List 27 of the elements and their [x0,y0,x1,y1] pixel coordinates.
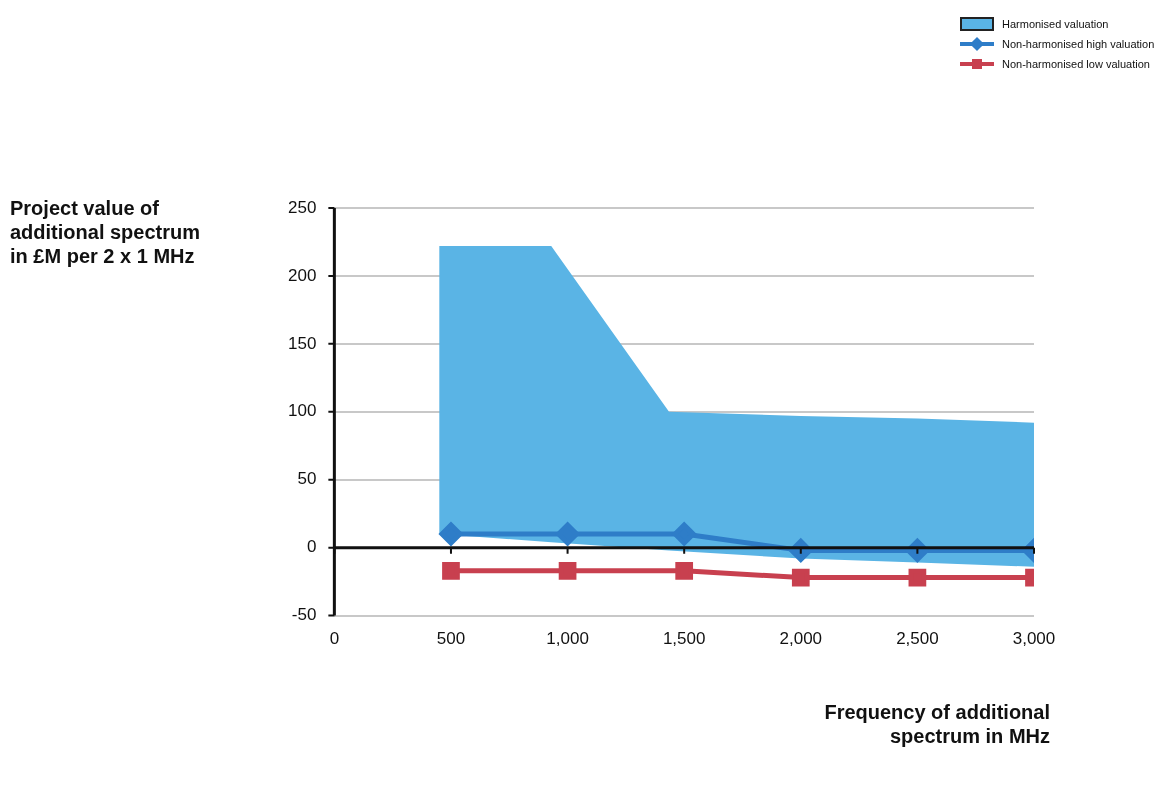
point [908,568,927,587]
y-tick-label: -50 [291,605,317,625]
legend-label: Non-harmonised low valuation [1002,58,1150,70]
point [675,561,694,580]
x-tick-label: 500 [436,629,466,649]
point [672,522,696,546]
x-tick-label: 2,500 [896,629,939,649]
point [791,568,810,587]
y-axis-title: Project value of additional spectrum in £M per 2 x 1 MHz [10,196,201,268]
legend-label: Non-harmonised high valuation [1002,38,1155,50]
x-tick-label: 0 [329,629,340,649]
y-tick-label: 200 [287,265,317,285]
point [439,522,463,546]
y-tick-label: 100 [287,401,317,421]
y-tick-label: 0 [306,537,317,557]
point [556,522,580,546]
x-tick-label: 2,000 [779,629,823,649]
x-tick-label: 1,500 [662,629,706,649]
legend-label: Harmonised valuation [1002,18,1109,30]
point [442,561,460,580]
y-tick-label: 250 [287,197,317,217]
x-axis-title: Frequency of additional spectrum in MHz [824,700,1050,748]
x-tick-label: 3,000 [1012,629,1056,649]
y-tick-label: 150 [287,333,317,353]
y-tick-label: 50 [297,469,317,489]
point [558,561,577,580]
x-tick-label: 1,000 [546,629,589,649]
